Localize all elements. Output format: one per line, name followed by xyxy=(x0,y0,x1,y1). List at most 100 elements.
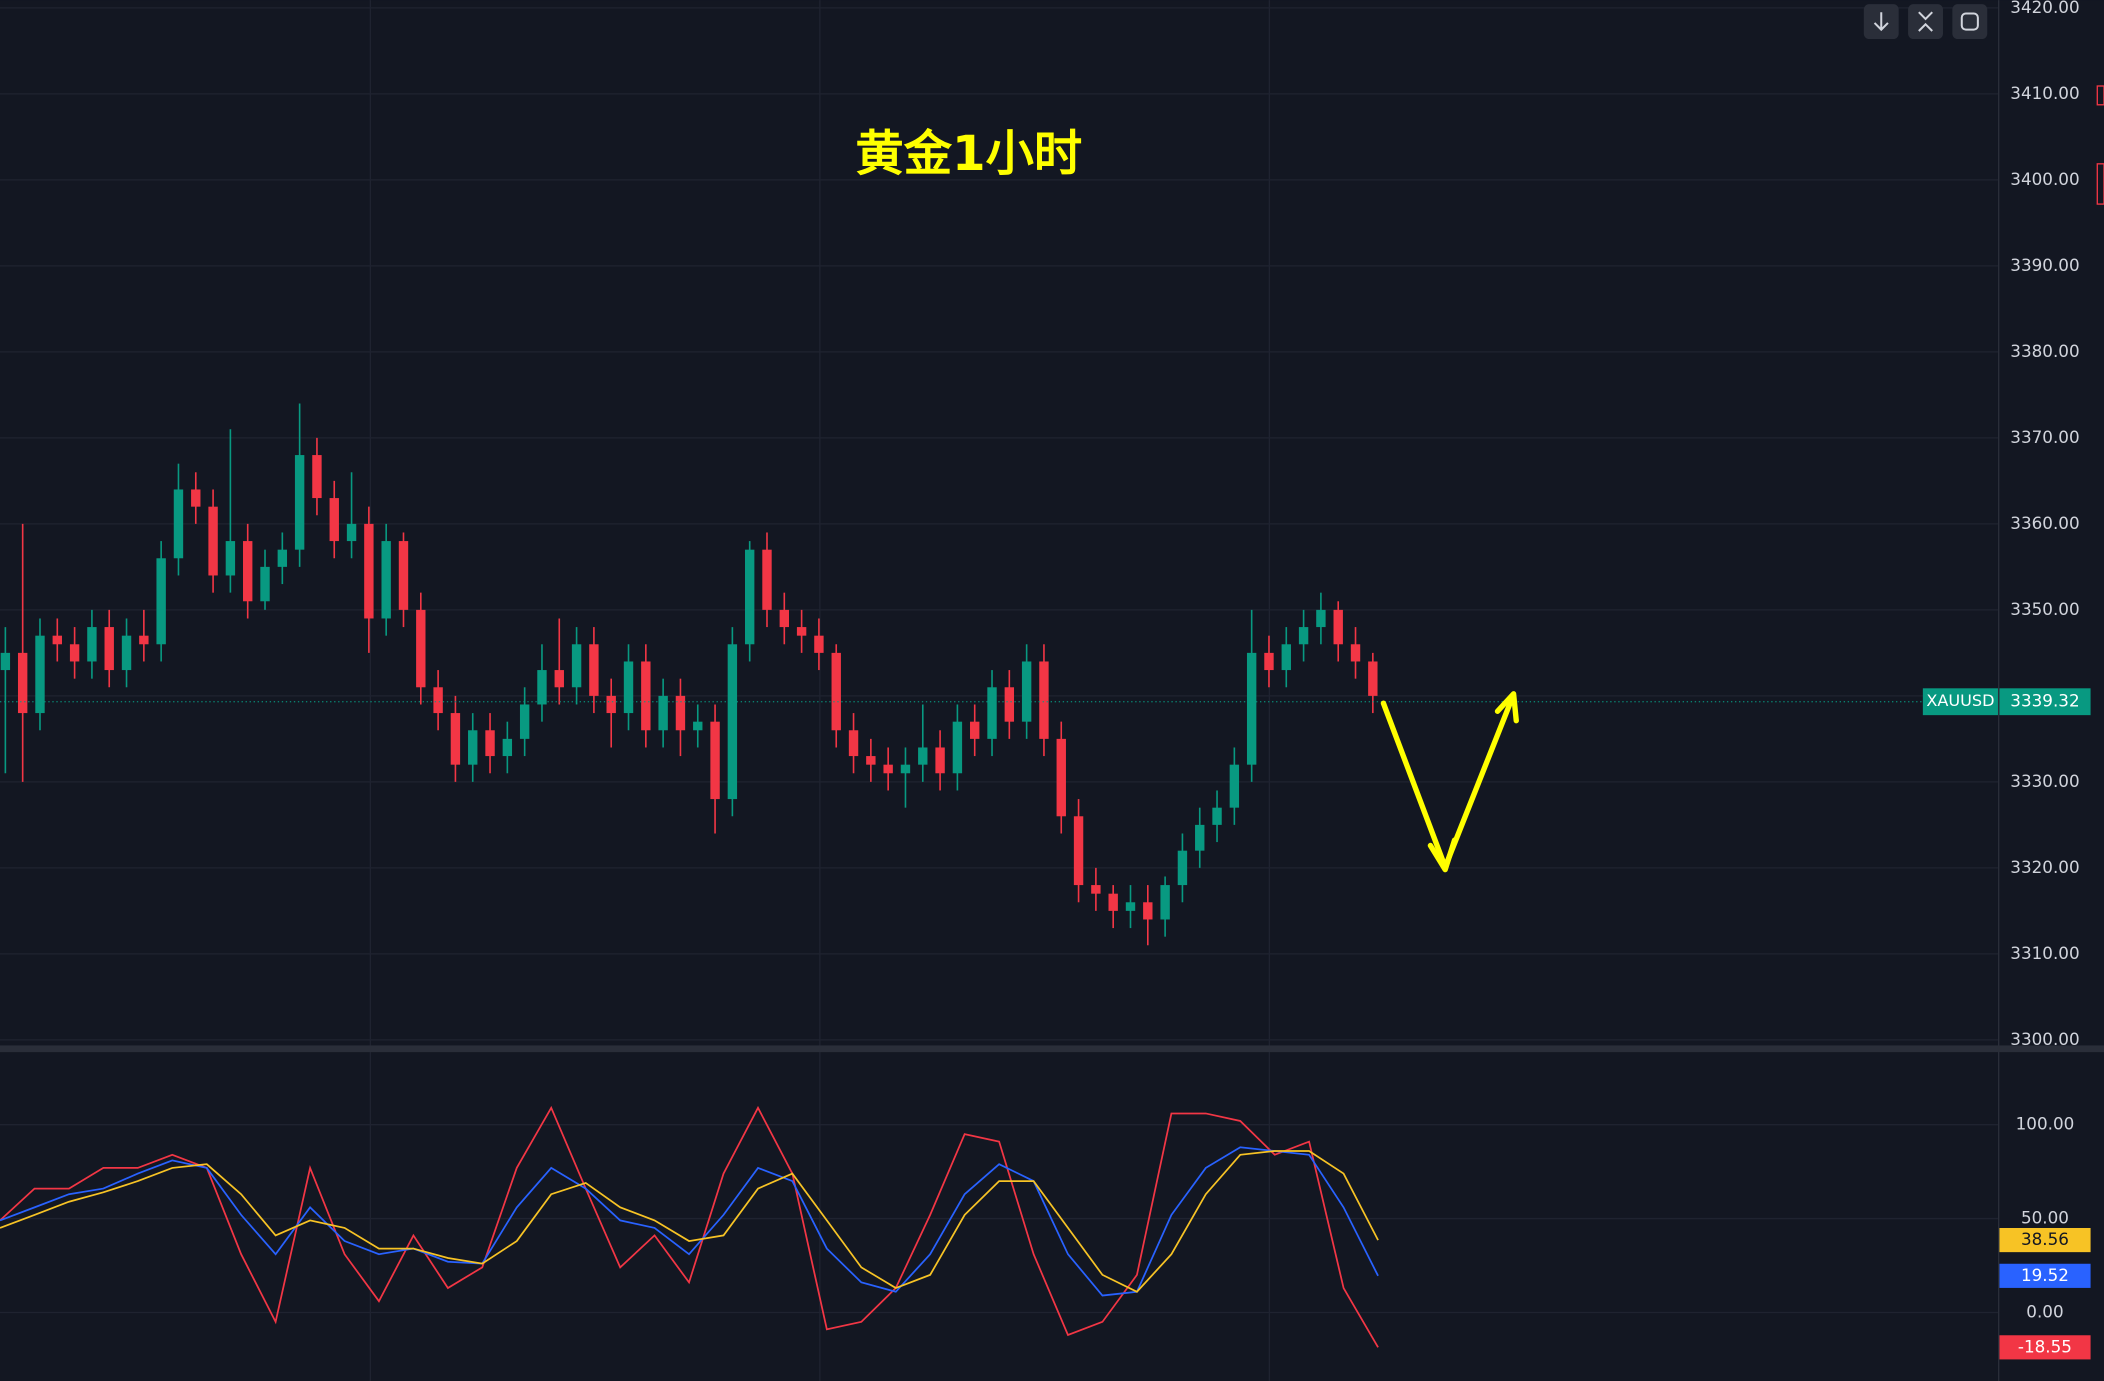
candle-body xyxy=(641,661,651,731)
candle-body xyxy=(952,721,963,774)
candle-body xyxy=(1195,824,1205,851)
candle-body xyxy=(225,541,236,576)
indicator-line xyxy=(0,1146,1379,1297)
candle-body xyxy=(571,644,582,688)
value-box xyxy=(1999,1263,2091,1288)
candle-body xyxy=(1073,816,1084,886)
candle-body xyxy=(416,609,426,688)
candle-body xyxy=(1039,661,1049,739)
candle-body xyxy=(866,756,876,765)
candle-body xyxy=(519,704,530,739)
symbol-label: XAUUSD xyxy=(1926,691,1994,710)
edge-marker xyxy=(2096,85,2104,106)
collapse-button[interactable] xyxy=(1908,4,1943,40)
candle-body xyxy=(796,627,807,636)
candle-body xyxy=(260,566,270,602)
icon xyxy=(1960,12,1979,31)
candle-body xyxy=(450,713,461,765)
value-label: 19.52 xyxy=(2021,1265,2069,1285)
y-tick-label: 50.00 xyxy=(2021,1208,2069,1228)
candle-body xyxy=(762,549,772,610)
candle-body xyxy=(1056,738,1066,817)
y-tick-label: 3350.00 xyxy=(2010,599,2079,619)
value-label: -18.55 xyxy=(2018,1336,2072,1356)
candle-body xyxy=(606,695,616,714)
value-label: 38.56 xyxy=(2021,1229,2069,1249)
candle-body xyxy=(87,627,97,662)
candle-body xyxy=(1108,893,1118,911)
price-label: 3339.32 xyxy=(2010,691,2079,711)
icon xyxy=(1918,11,1933,32)
candle-body xyxy=(381,541,391,619)
candle-body xyxy=(814,635,824,653)
candle-body xyxy=(710,721,720,800)
candle-body xyxy=(987,687,997,739)
candle-body xyxy=(744,549,755,645)
candle-body xyxy=(502,738,513,757)
candle-body xyxy=(1298,627,1309,645)
y-tick-label: 3390.00 xyxy=(2010,255,2079,275)
chart-title: 黄金1小时 xyxy=(855,126,1082,182)
y-tick-label: 3330.00 xyxy=(2010,771,2079,791)
candle-body xyxy=(139,635,149,645)
y-tick-label: 100.00 xyxy=(2016,1114,2075,1134)
candle-body xyxy=(208,506,218,576)
candle-body xyxy=(1246,652,1257,765)
candle-body xyxy=(1091,885,1101,894)
candle-body xyxy=(312,455,322,499)
candle-body xyxy=(69,644,80,662)
candle-body xyxy=(658,695,668,731)
edge-marker xyxy=(2096,163,2104,205)
candle-body xyxy=(1333,609,1343,645)
candle-body xyxy=(1125,902,1136,911)
candle-body xyxy=(1368,661,1378,696)
y-tick-label: 3300.00 xyxy=(2010,1029,2079,1049)
candle-body xyxy=(485,730,495,757)
toolbar[interactable] xyxy=(1863,4,1988,40)
indicator-line xyxy=(0,1150,1379,1293)
candle-body xyxy=(294,455,305,550)
candle-body xyxy=(935,747,945,774)
candle-body xyxy=(1350,644,1361,662)
candle-body xyxy=(675,695,686,731)
candle-body xyxy=(831,652,841,731)
y-tick-label: 3370.00 xyxy=(2010,427,2079,447)
candle-body xyxy=(918,747,928,765)
candle-body xyxy=(1004,687,1015,722)
candle-body xyxy=(173,489,184,559)
candle-body xyxy=(52,635,62,645)
candle-body xyxy=(900,764,911,774)
value-box xyxy=(1999,1335,2091,1360)
icon xyxy=(1873,12,1889,32)
candle-body xyxy=(589,644,599,696)
y-tick-label: 3310.00 xyxy=(2010,943,2079,963)
candle-body xyxy=(364,523,374,619)
candle-body xyxy=(779,609,789,628)
drawn-arrow xyxy=(1380,691,1519,873)
candle-body xyxy=(554,670,564,688)
price-box xyxy=(1999,688,2091,716)
y-tick-label: 0.00 xyxy=(2026,1302,2063,1322)
candle-body xyxy=(243,541,253,602)
candle-body xyxy=(191,489,201,507)
maximize-button[interactable] xyxy=(1952,4,1988,40)
candle-body xyxy=(623,661,634,714)
candle-body xyxy=(1143,902,1153,920)
arrow-head xyxy=(1494,691,1519,724)
candle-body xyxy=(398,541,409,610)
candle-body xyxy=(848,730,859,757)
candle-body xyxy=(1264,652,1274,671)
candle-body xyxy=(329,498,339,542)
y-tick-label: 3410.00 xyxy=(2010,83,2079,103)
candle-body xyxy=(346,523,357,542)
indicator-line xyxy=(0,1105,1379,1348)
candle-body xyxy=(970,721,980,739)
candle-body xyxy=(35,635,45,714)
candle-body xyxy=(1316,609,1326,628)
candle-body xyxy=(468,730,478,765)
y-tick-label: 3380.00 xyxy=(2010,341,2079,361)
candle-body xyxy=(537,670,547,705)
candle-body xyxy=(1212,807,1222,825)
